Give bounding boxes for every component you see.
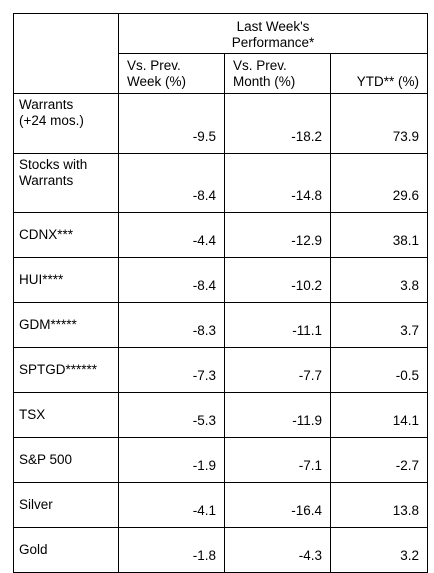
row-label: CDNX*** — [13, 212, 119, 258]
performance-table: Last Week's Performance* Vs. Prev. Week … — [13, 13, 429, 573]
row-label: SPTGD****** — [13, 347, 119, 393]
cell-week: -8.4 — [118, 257, 225, 303]
cell-week: -9.5 — [118, 93, 225, 154]
cell-ytd: 73.9 — [329, 93, 429, 154]
column-header-week: Vs. Prev. Week (%) — [118, 53, 225, 94]
header-row-columns: Vs. Prev. Week (%) Vs. Prev. Month (%) Y… — [14, 53, 429, 94]
row-label-line: (+24 mos.) — [19, 113, 84, 128]
table-row: S&P 500 -1.9 -7.1 -2.7 — [13, 437, 429, 483]
row-label-line: HUI**** — [19, 272, 64, 287]
cell-ytd: 38.1 — [329, 212, 429, 258]
row-label-line: Silver — [19, 497, 53, 512]
row-label-line: CDNX*** — [19, 227, 74, 242]
table-row: CDNX*** -4.4 -12.9 38.1 — [13, 212, 429, 258]
cell-month: -7.7 — [224, 347, 331, 393]
table-row: HUI**** -8.4 -10.2 3.8 — [13, 257, 429, 303]
column-header-week-line-1: Vs. Prev. — [127, 58, 181, 73]
row-label: Warrants (+24 mos.) — [13, 93, 119, 154]
cell-ytd: 29.6 — [329, 153, 429, 213]
row-label: Gold — [13, 527, 119, 573]
row-label: S&P 500 — [13, 437, 119, 483]
table-row: TSX -5.3 -11.9 14.1 — [13, 392, 429, 438]
row-label: Silver — [13, 482, 119, 528]
cell-ytd: 13.8 — [329, 482, 429, 528]
group-header-line-2: Performance* — [231, 34, 315, 50]
column-header-ytd: YTD** (%) — [329, 53, 429, 94]
row-label-line: SPTGD****** — [19, 362, 98, 377]
column-header-month-line-2: Month (%) — [233, 74, 296, 89]
column-header-week-line-2: Week (%) — [127, 74, 187, 89]
row-label: GDM***** — [13, 302, 119, 348]
row-label-line: S&P 500 — [19, 452, 73, 467]
table-row: Stocks with Warrants -8.4 -14.8 29.6 — [13, 153, 429, 213]
table-row: Silver -4.1 -16.4 13.8 — [13, 482, 429, 528]
cell-ytd: 3.7 — [329, 302, 429, 348]
cell-month: -4.3 — [224, 527, 331, 573]
cell-ytd: -0.5 — [329, 347, 429, 393]
row-label: Stocks with Warrants — [13, 153, 119, 213]
cell-month: -7.1 — [224, 437, 331, 483]
cell-week: -7.3 — [118, 347, 225, 393]
cell-month: -14.8 — [224, 153, 331, 213]
cell-week: -8.4 — [118, 153, 225, 213]
cell-month: -16.4 — [224, 482, 331, 528]
group-header-line-1: Last Week's — [236, 18, 310, 34]
row-label-line: Gold — [19, 542, 48, 557]
cell-month: -10.2 — [224, 257, 331, 303]
row-label: HUI**** — [13, 257, 119, 303]
table-row: Warrants (+24 mos.) -9.5 -18.2 73.9 — [13, 93, 429, 154]
row-label-line: Stocks with — [19, 157, 88, 172]
row-label-line: Warrants — [19, 97, 74, 112]
table-row: SPTGD****** -7.3 -7.7 -0.5 — [13, 347, 429, 393]
row-label-line: GDM***** — [19, 317, 77, 332]
cell-ytd: 3.2 — [329, 527, 429, 573]
group-header-cell: Last Week's Performance* — [117, 13, 429, 54]
cell-ytd: -2.7 — [329, 437, 429, 483]
column-header-month-line-1: Vs. Prev. — [233, 58, 287, 73]
table-body: Warrants (+24 mos.) -9.5 -18.2 73.9 Stocks wi… — [13, 93, 429, 573]
table-row: Gold -1.8 -4.3 3.2 — [13, 527, 429, 573]
row-label-line: TSX — [19, 407, 46, 422]
cell-week: -1.9 — [118, 437, 225, 483]
header-row-group: Last Week's Performance* — [13, 13, 429, 94]
cell-ytd: 3.8 — [329, 257, 429, 303]
header-corner-cell — [13, 13, 119, 94]
page: Last Week's Performance* Vs. Prev. Week … — [13, 13, 429, 573]
cell-week: -8.3 — [118, 302, 225, 348]
cell-month: -11.1 — [224, 302, 331, 348]
cell-week: -4.4 — [118, 212, 225, 258]
cell-ytd: 14.1 — [329, 392, 429, 438]
row-label-line: Warrants — [19, 173, 74, 188]
cell-month: -11.9 — [224, 392, 331, 438]
cell-month: -18.2 — [224, 93, 331, 154]
table-row: GDM***** -8.3 -11.1 3.7 — [13, 302, 429, 348]
cell-week: -1.8 — [118, 527, 225, 573]
cell-week: -5.3 — [118, 392, 225, 438]
cell-week: -4.1 — [118, 482, 225, 528]
column-header-month: Vs. Prev. Month (%) — [224, 53, 331, 94]
row-label: TSX — [13, 392, 119, 438]
cell-month: -12.9 — [224, 212, 331, 258]
